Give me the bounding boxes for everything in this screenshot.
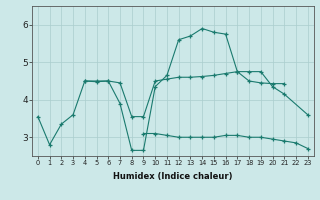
X-axis label: Humidex (Indice chaleur): Humidex (Indice chaleur) <box>113 172 233 181</box>
